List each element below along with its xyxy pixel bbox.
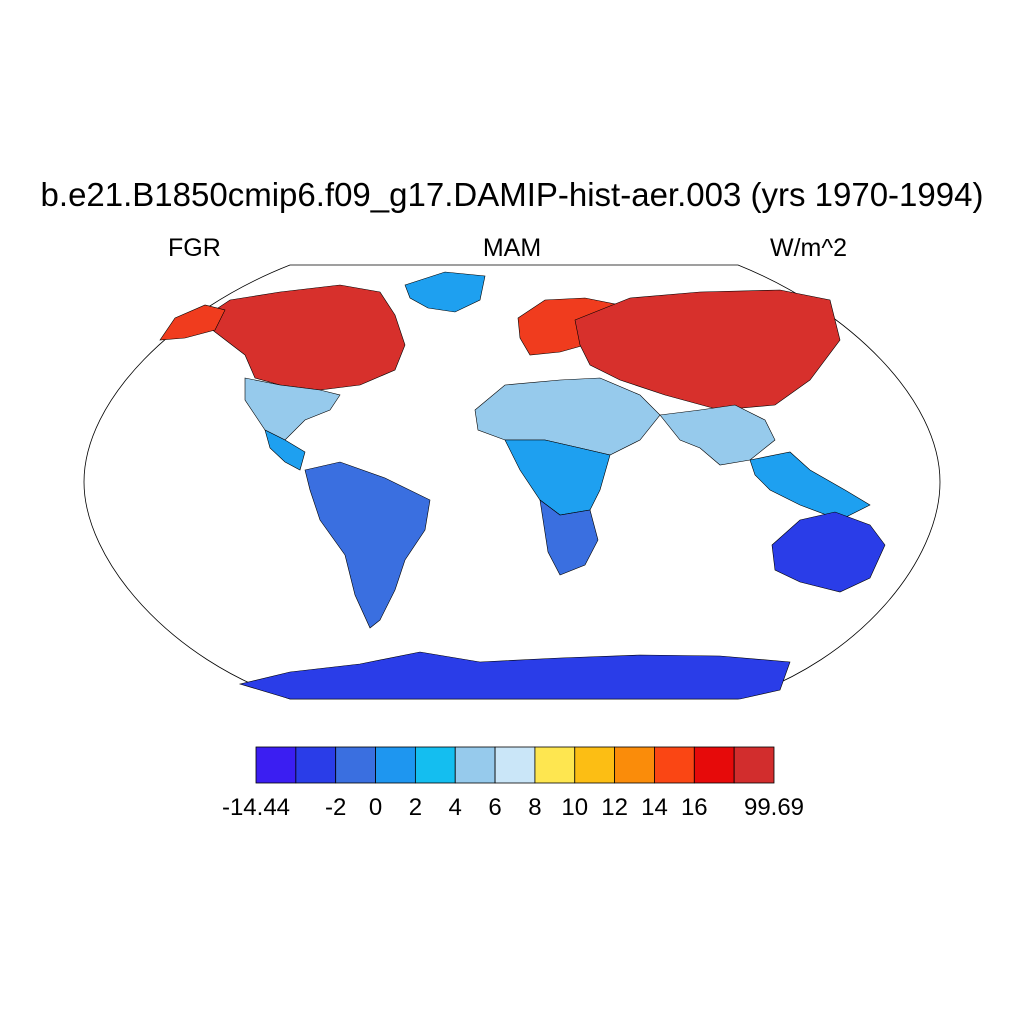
colorbar-tick-label: -2 (325, 794, 346, 821)
land-region (159, 304, 226, 341)
colorbar-tick-label: 99.69 (744, 794, 804, 821)
colorbar-tick-label: 2 (409, 794, 422, 821)
land-region (504, 439, 611, 516)
colorbar-tick-label: -14.44 (222, 794, 290, 821)
land-region (238, 651, 791, 700)
colorbar-box (494, 746, 536, 784)
colorbar-box (733, 746, 775, 784)
units-label: W/m^2 (770, 234, 848, 262)
colorbar-box (335, 746, 376, 784)
colorbar-tick-label: 0 (369, 794, 382, 821)
season-label: MAM (482, 234, 542, 262)
colorbar-tick-label: 8 (528, 794, 541, 821)
colorbar-box (255, 746, 297, 784)
colorbar-tick-label: 14 (641, 794, 668, 821)
land-region (539, 499, 599, 576)
colorbar-tick-label: 4 (449, 794, 462, 821)
land-region (264, 429, 306, 471)
land-region (304, 461, 431, 629)
land-region (199, 284, 406, 391)
land-region (771, 511, 886, 593)
colorbar-box (375, 746, 416, 784)
colorbar-box (574, 746, 616, 784)
colorbar-tick-label: 6 (488, 794, 501, 821)
land-region (574, 289, 841, 411)
colorbar-tick-label: 16 (681, 794, 708, 821)
colorbar-box (295, 746, 337, 784)
colorbar-tick-label: 12 (601, 794, 628, 821)
colorbar-box (534, 746, 576, 784)
plot-title: b.e21.B1850cmip6.f09_g17.DAMIP-hist-aer.… (40, 176, 984, 213)
colorbar-box (454, 746, 496, 784)
colorbar-tick-label: 10 (561, 794, 588, 821)
land-region (244, 377, 341, 441)
land-region (659, 404, 776, 466)
land-region (749, 451, 871, 521)
variable-label: FGR (168, 234, 221, 262)
colorbar-box (693, 746, 735, 784)
colorbar-box (654, 746, 695, 784)
land-region (404, 271, 486, 313)
colorbar-box (414, 746, 456, 784)
colorbar-box (614, 746, 655, 784)
